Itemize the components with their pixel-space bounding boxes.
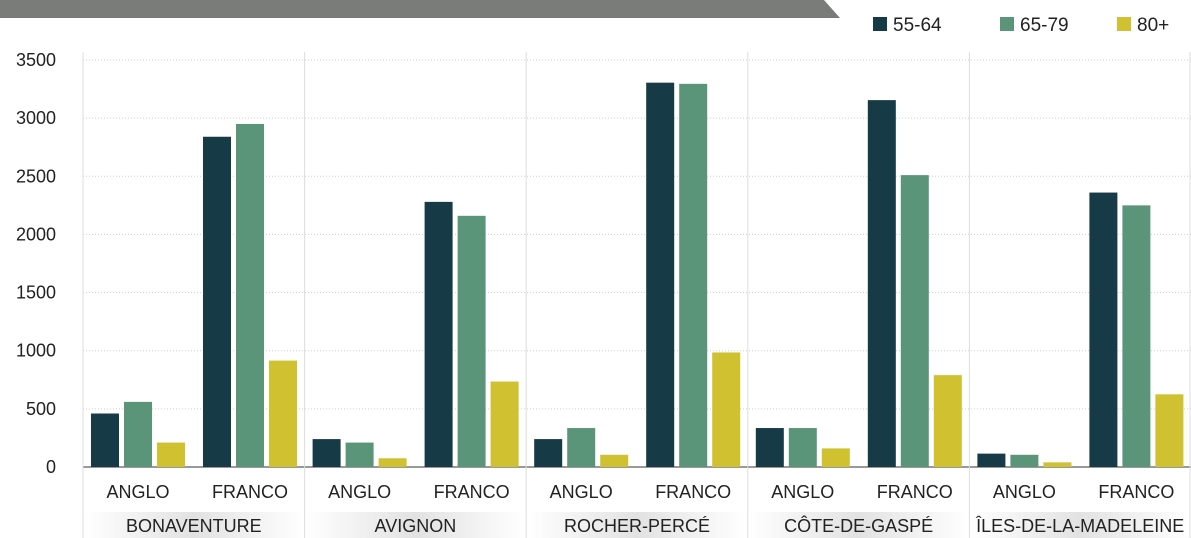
- bar-îles-de-la-madeleine-franco-65-79: [1122, 205, 1151, 467]
- bar-rocher-percé-franco-80+: [712, 352, 741, 467]
- bar-avignon-franco-65-79: [457, 215, 486, 467]
- bar-rocher-percé-anglo-65-79: [567, 428, 596, 467]
- legend-swatch: [873, 17, 887, 31]
- group-label: ROCHER-PERCÉ: [564, 516, 710, 536]
- group-band: [970, 512, 1190, 538]
- bar-avignon-anglo-55-64: [312, 439, 341, 467]
- group-bands: [84, 512, 1190, 538]
- subcategory-label: ANGLO: [328, 482, 391, 502]
- y-tick-label: 3500: [16, 50, 56, 70]
- subcategory-label: FRANCO: [1098, 482, 1174, 502]
- group-label: BONAVENTURE: [126, 516, 262, 536]
- legend-item: 65-79: [1000, 15, 1069, 36]
- bar-côte-de-gaspé-anglo-55-64: [755, 428, 784, 467]
- legend-label: 65-79: [1020, 15, 1069, 36]
- y-tick-label: 2000: [16, 224, 56, 244]
- subcategory-label: ANGLO: [993, 482, 1056, 502]
- bar-rocher-percé-anglo-55-64: [534, 439, 563, 467]
- subcategory-label: FRANCO: [434, 482, 510, 502]
- bar-rocher-percé-franco-65-79: [679, 83, 708, 468]
- bar-bonaventure-anglo-55-64: [91, 413, 119, 467]
- bar-bonaventure-franco-80+: [269, 360, 297, 467]
- bar-îles-de-la-madeleine-franco-80+: [1155, 394, 1184, 467]
- bar-bonaventure-anglo-80+: [157, 442, 185, 467]
- y-tick-label: 1000: [16, 341, 56, 361]
- bar-côte-de-gaspé-franco-80+: [933, 375, 962, 467]
- bar-côte-de-gaspé-anglo-65-79: [788, 428, 817, 467]
- bar-côte-de-gaspé-franco-55-64: [867, 100, 896, 468]
- subcategory-label: ANGLO: [106, 482, 169, 502]
- bar-rocher-percé-franco-55-64: [646, 82, 675, 467]
- legend-swatch: [1000, 17, 1014, 31]
- bar-côte-de-gaspé-anglo-80+: [821, 448, 850, 467]
- y-tick-label: 1500: [16, 283, 56, 303]
- group-dividers: [82, 52, 1191, 538]
- y-tick-label: 500: [26, 399, 56, 419]
- subcategory-label: ANGLO: [550, 482, 613, 502]
- header-banner: [0, 0, 840, 18]
- legend-swatch: [1117, 17, 1131, 31]
- y-axis: 0 500 1000 1500 2000 2500 3000 3500: [16, 50, 56, 477]
- bar-avignon-anglo-80+: [378, 458, 407, 467]
- bars: [91, 82, 1184, 468]
- group-label: CÔTE-DE-GASPÉ: [784, 515, 933, 536]
- y-tick-label: 2500: [16, 166, 56, 186]
- legend-label: 80+: [1137, 15, 1169, 36]
- group-label: AVIGNON: [375, 516, 457, 536]
- legend-item: 80+: [1117, 15, 1169, 36]
- bar-îles-de-la-madeleine-franco-55-64: [1089, 192, 1118, 467]
- group-band: [84, 512, 304, 538]
- group-label: ÎLES-DE-LA-MADELEINE: [975, 516, 1184, 536]
- y-tick-label: 0: [46, 457, 56, 477]
- bar-îles-de-la-madeleine-anglo-65-79: [1010, 454, 1039, 467]
- gridlines: [83, 59, 1191, 468]
- x-axis-labels: BONAVENTURE ANGLO FRANCO AVIGNON ANGLO FRANCO…: [106, 482, 1184, 536]
- subcategory-label: FRANCO: [655, 482, 731, 502]
- subcategory-label: ANGLO: [771, 482, 834, 502]
- legend: 55-64 65-79 80+: [873, 15, 1169, 36]
- y-tick-label: 3000: [16, 108, 56, 128]
- bar-bonaventure-anglo-65-79: [124, 401, 152, 467]
- subcategory-label: FRANCO: [212, 482, 288, 502]
- subcategory-label: FRANCO: [877, 482, 953, 502]
- bar-avignon-franco-55-64: [424, 201, 453, 467]
- legend-item: 55-64: [873, 15, 942, 36]
- bar-îles-de-la-madeleine-anglo-80+: [1043, 462, 1072, 467]
- bar-rocher-percé-anglo-80+: [600, 454, 629, 467]
- group-band: [305, 512, 526, 538]
- legend-label: 55-64: [893, 15, 942, 36]
- bar-bonaventure-franco-55-64: [203, 136, 231, 467]
- bar-bonaventure-franco-65-79: [236, 123, 264, 467]
- group-band: [527, 512, 747, 538]
- bar-avignon-anglo-65-79: [345, 442, 374, 467]
- bar-côte-de-gaspé-franco-65-79: [900, 175, 929, 467]
- bar-avignon-franco-80+: [490, 381, 519, 467]
- bar-îles-de-la-madeleine-anglo-55-64: [977, 453, 1006, 467]
- group-band: [748, 512, 969, 538]
